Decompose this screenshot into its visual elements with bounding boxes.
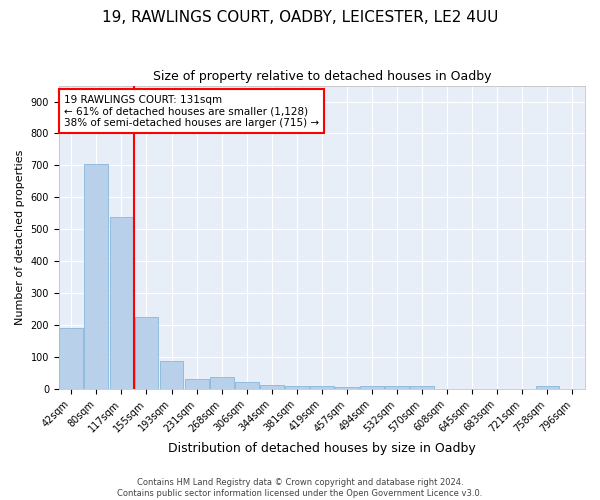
Bar	[110, 216, 133, 389]
Bar	[185, 380, 209, 389]
Bar	[59, 328, 83, 389]
Bar	[160, 361, 184, 389]
Title: Size of property relative to detached houses in Oadby: Size of property relative to detached ho…	[152, 70, 491, 83]
Bar	[410, 386, 434, 389]
Bar	[335, 388, 359, 389]
Text: 19, RAWLINGS COURT, OADBY, LEICESTER, LE2 4UU: 19, RAWLINGS COURT, OADBY, LEICESTER, LE…	[102, 10, 498, 25]
Bar	[385, 386, 409, 389]
Bar	[235, 382, 259, 389]
Text: 19 RAWLINGS COURT: 131sqm
← 61% of detached houses are smaller (1,128)
38% of se: 19 RAWLINGS COURT: 131sqm ← 61% of detac…	[64, 94, 319, 128]
Bar	[134, 317, 158, 389]
X-axis label: Distribution of detached houses by size in Oadby: Distribution of detached houses by size …	[168, 442, 476, 455]
Bar	[210, 377, 233, 389]
Bar	[310, 386, 334, 389]
Bar	[285, 386, 309, 389]
Bar	[85, 164, 108, 389]
Bar	[360, 386, 384, 389]
Y-axis label: Number of detached properties: Number of detached properties	[15, 150, 25, 325]
Text: Contains HM Land Registry data © Crown copyright and database right 2024.
Contai: Contains HM Land Registry data © Crown c…	[118, 478, 482, 498]
Bar	[260, 384, 284, 389]
Bar	[536, 386, 559, 389]
